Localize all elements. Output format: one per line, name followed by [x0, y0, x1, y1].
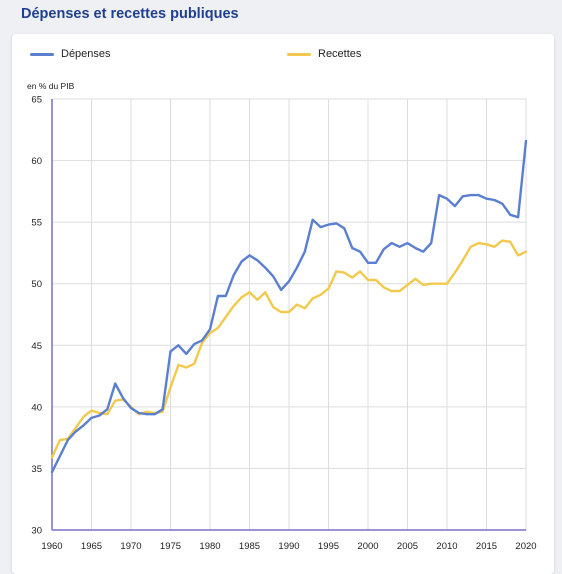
x-tick-label: 1975	[160, 541, 181, 552]
series-line-depenses	[50, 139, 528, 474]
x-tick-label: 2010	[436, 541, 457, 552]
y-tick-label: 35	[31, 464, 42, 475]
legend-swatch-depenses	[30, 52, 54, 56]
legend-item-depenses[interactable]: Dépenses	[30, 48, 111, 60]
x-tick-label: 1995	[318, 541, 339, 552]
y-tick-label: 45	[31, 341, 42, 352]
x-tick-label: 1970	[120, 541, 141, 552]
x-tick-label: 1985	[239, 541, 260, 552]
chart-card	[12, 34, 554, 574]
y-tick-label: 30	[31, 526, 42, 537]
legend-item-recettes[interactable]: Recettes	[287, 48, 361, 60]
legend-label-recettes: Recettes	[318, 48, 362, 60]
x-tick-label: 1960	[41, 541, 62, 552]
x-tick-label: 2015	[476, 541, 497, 552]
y-tick-label: 55	[31, 218, 42, 229]
legend-swatch-recettes	[287, 52, 311, 56]
x-tick-label: 1965	[81, 541, 102, 552]
x-tick-label: 1990	[278, 541, 299, 552]
x-tick-label: 2000	[357, 541, 378, 552]
y-tick-label: 40	[31, 402, 42, 413]
y-tick-label: 60	[31, 156, 42, 167]
x-tick-label: 2020	[515, 541, 536, 552]
legend-label-depenses: Dépenses	[61, 48, 111, 60]
y-tick-label: 50	[31, 279, 42, 290]
y-tick-label: 65	[31, 95, 42, 106]
y-axis-label: en % du PIB	[27, 81, 75, 91]
page-title: Dépenses et recettes publiques	[21, 6, 239, 22]
x-tick-label: 2005	[397, 541, 418, 552]
x-tick-label: 1980	[199, 541, 220, 552]
